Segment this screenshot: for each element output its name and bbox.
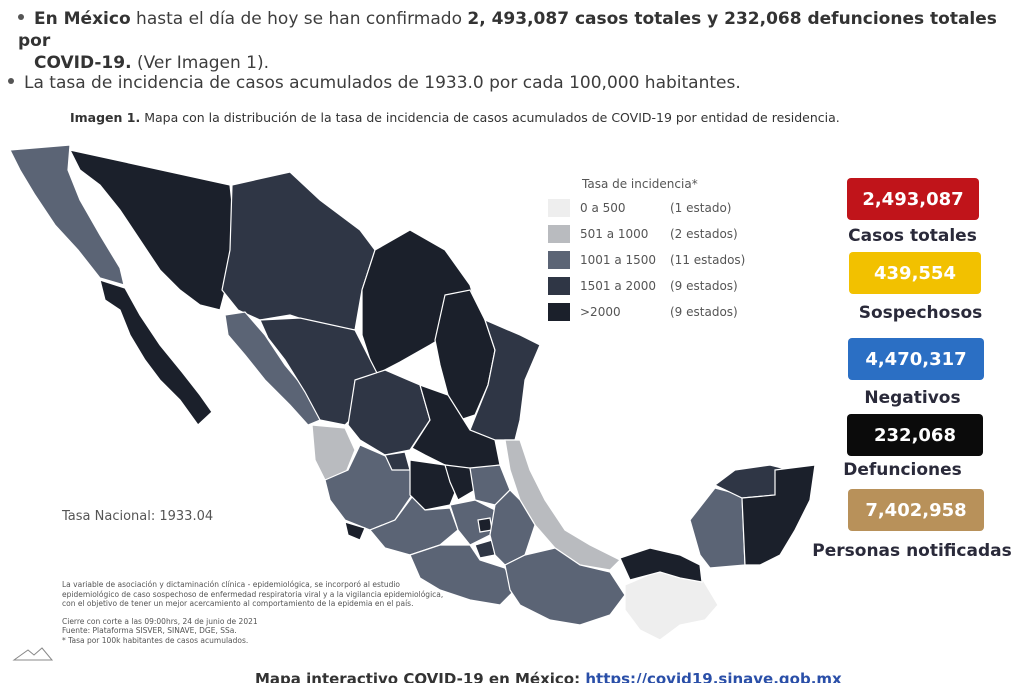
bullet-incidence-text: La tasa de incidencia de casos acumulado… [24,73,741,93]
stat-personas-notificadas-value: 7,402,958 [848,489,984,531]
footer-link[interactable]: https://covid19.sinave.gob.mx [585,670,842,683]
legend-range: 0 a 500 [580,201,626,215]
bullet-incidence: La tasa de incidencia de casos acumulado… [8,72,741,94]
legend-count: (11 estados) [670,253,746,267]
state-cdmx [477,517,493,533]
state-durango [259,317,379,426]
stat-casos-totales-label: Casos totales [848,226,977,246]
note-line: Fuente: Plataforma SISVER, SINAVE, DGE, … [62,626,237,635]
stat-negativos-label: Negativos [864,388,961,408]
image-caption: Imagen 1. Mapa con la distribución de la… [70,110,840,125]
legend-row: 1001 a 1500 (11 estados) [548,247,750,273]
legend-swatch [548,277,570,295]
bullet-dot [18,14,24,20]
legend-swatch [548,199,570,217]
bullet-dot [8,78,14,84]
stat-defunciones-value: 232,068 [847,414,983,456]
footer: Mapa interactivo COVID-19 en México: htt… [255,670,842,683]
mountain-logo-icon [12,647,54,661]
mexico-choropleth-map [9,144,816,661]
legend-swatch [548,303,570,321]
state-quintana-roo [741,464,816,566]
legend-range: 1501 a 2000 [580,279,657,293]
note-line: La variable de asociación y dictaminació… [62,580,401,589]
state-oaxaca [504,547,626,626]
state-baja-california [9,144,125,286]
bold-mexico: En México [34,9,131,29]
legend-title: Tasa de incidencia* [582,177,698,191]
legend-row: >2000 (9 estados) [548,299,750,325]
stat-personas-notificadas-label: Personas notificadas [812,541,1012,561]
stat-sospechosos-value: 439,554 [849,252,981,294]
bold-covid: COVID-19. [34,53,132,73]
caption-label: Imagen 1. [70,110,141,125]
bold-totals: 2, 493,087 casos totales y 232,068 defun… [18,9,997,51]
bullet-confirmed: En México hasta el día de hoy se han con… [18,8,1008,74]
legend-range: 501 a 1000 [580,227,649,241]
legend-range: >2000 [580,305,621,319]
legend-count: (2 estados) [670,227,738,241]
state-baja-california-sur [99,279,213,426]
state-colima [344,521,366,541]
methodology-notes: La variable de asociación y dictaminació… [62,580,512,645]
legend-swatch [548,225,570,243]
bullet-text: hasta el día de hoy se han confirmado [130,9,468,29]
footer-text: Mapa interactivo COVID-19 en México: [255,670,586,683]
state-chiapas [624,569,719,641]
note-line: epidemiológico de caso sospechoso de enf… [62,589,444,599]
caption-text: Mapa con la distribución de la tasa de i… [140,110,840,125]
bullet-ref: (Ver Imagen 1). [131,53,270,73]
legend-row: 0 a 500 (1 estado) [548,195,750,221]
legend-row: 1501 a 2000 (9 estados) [548,273,750,299]
state-tabasco [619,547,703,583]
legend-count: (9 estados) [670,279,738,293]
note-line: Cierre con corte a las 09:00hrs, 24 de j… [62,616,258,626]
map-legend: Tasa de incidencia* 0 a 500 (1 estado) 5… [548,177,750,325]
legend-swatch [548,251,570,269]
national-rate: Tasa Nacional: 1933.04 [62,509,214,524]
state-queretaro [444,464,476,501]
legend-range: 1001 a 1500 [580,253,657,267]
legend-count: (1 estado) [670,201,732,215]
legend-row: 501 a 1000 (2 estados) [548,221,750,247]
stat-casos-totales-value: 2,493,087 [847,178,979,220]
state-campeche [689,487,746,569]
state-nuevo-leon [434,289,496,421]
stat-defunciones-label: Defunciones [843,460,962,480]
state-sinaloa [224,311,321,426]
stat-sospechosos-label: Sospechosos [858,303,983,323]
state-chihuahua [221,171,376,331]
note-line: con el objetivo de tener un mejor acerca… [62,599,414,608]
state-zacatecas [347,369,431,456]
note-line: * Tasa por 100k habitantes de casos acum… [62,635,249,645]
legend-count: (9 estados) [670,305,738,319]
stat-negativos-value: 4,470,317 [848,338,984,380]
